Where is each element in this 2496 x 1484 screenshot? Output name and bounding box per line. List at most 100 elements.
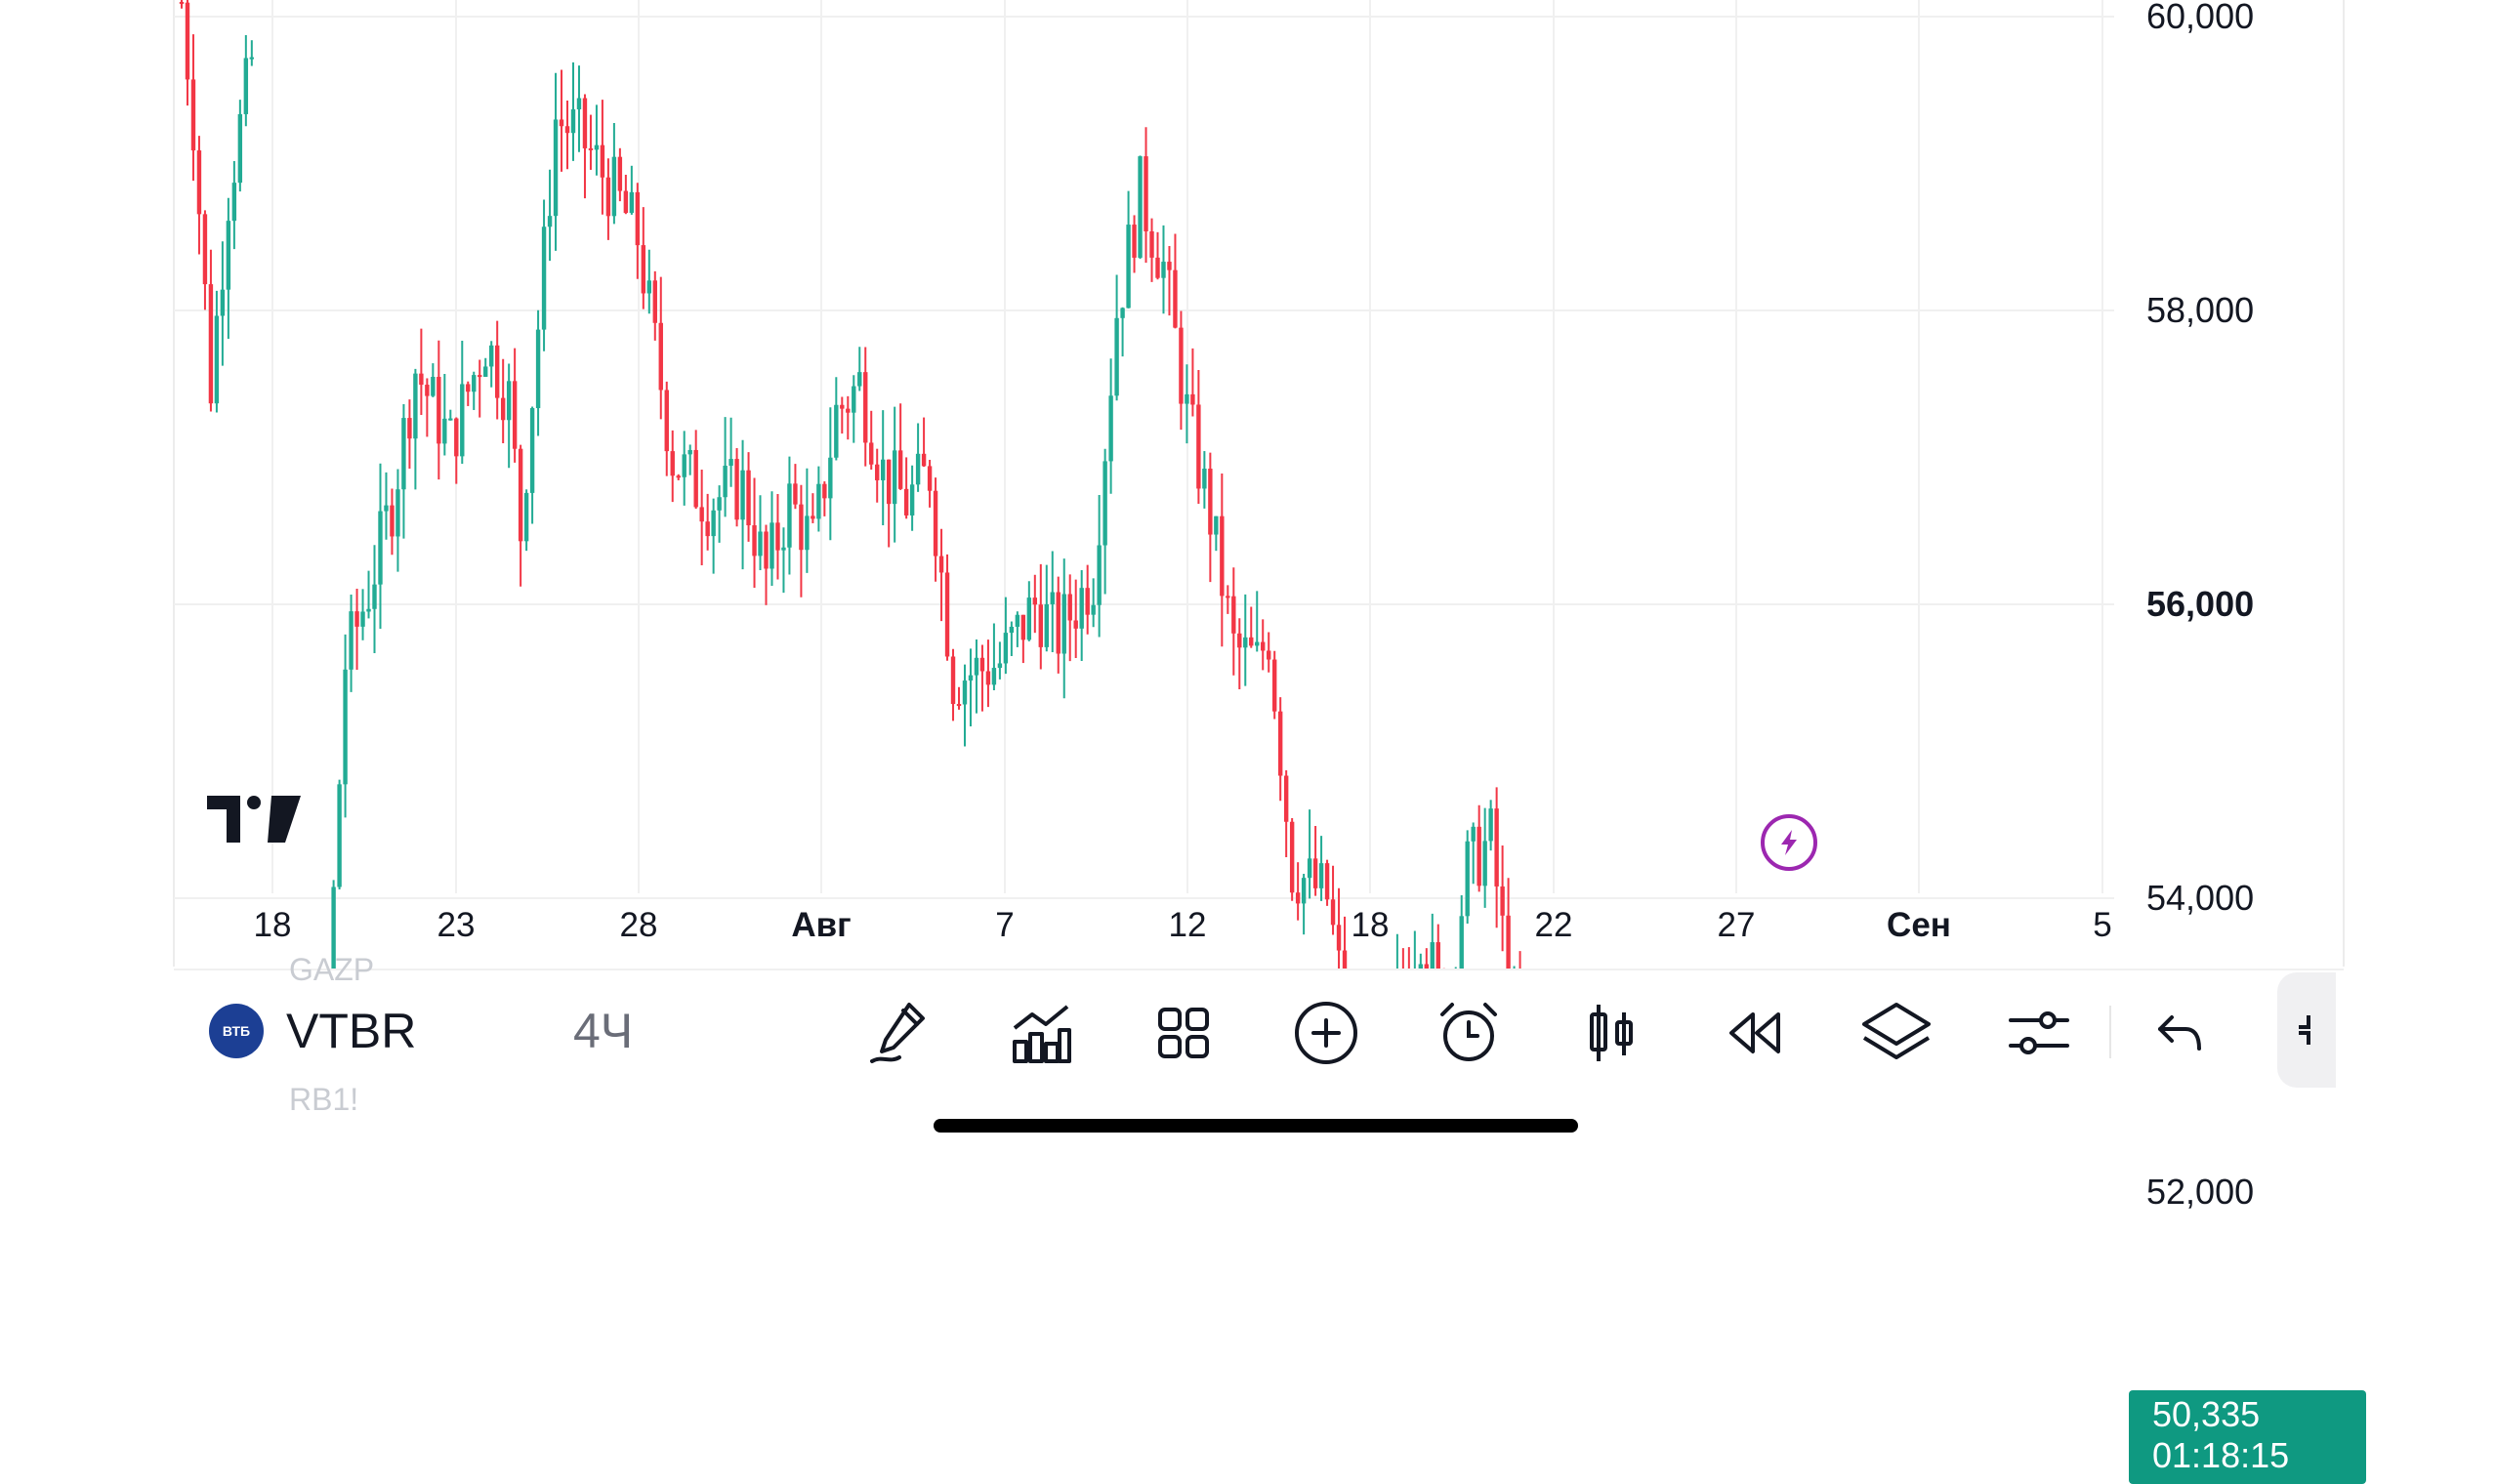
candle-body: [881, 459, 886, 480]
candle-body: [811, 515, 815, 519]
candle-body: [1301, 878, 1307, 904]
candle-body: [466, 384, 471, 392]
add-icon[interactable]: [1285, 992, 1367, 1074]
price-axis-label: 58,000: [2146, 290, 2255, 330]
templates-icon[interactable]: [1143, 992, 1225, 1074]
candle-body: [384, 505, 389, 512]
candle-body: [208, 284, 214, 404]
candle-body: [682, 454, 686, 477]
alert-icon[interactable]: [1428, 992, 1510, 1074]
undo-icon[interactable]: [2141, 992, 2223, 1074]
candle-body: [787, 483, 792, 548]
candle-body: [886, 459, 892, 505]
candle-body: [437, 377, 441, 444]
candle-body: [1202, 469, 1207, 489]
candle-body: [1220, 515, 1225, 597]
interval-button[interactable]: 4Ч: [573, 1004, 634, 1058]
candle-body: [1283, 775, 1289, 822]
candle-body: [933, 490, 938, 556]
symbol-button[interactable]: VTBR: [286, 1004, 417, 1058]
candle-body: [909, 484, 915, 515]
candle-body: [1085, 588, 1090, 615]
candle-body: [564, 126, 570, 134]
lightning-icon[interactable]: [1761, 814, 1817, 871]
candle-body: [1097, 545, 1102, 605]
candle-body: [506, 381, 512, 421]
candle-body: [366, 608, 371, 612]
candle-body: [1190, 393, 1195, 405]
candle-body: [991, 668, 997, 685]
candle-body: [1208, 469, 1213, 535]
candle-body: [1318, 863, 1324, 888]
candle-body: [1243, 637, 1248, 648]
candle-body: [623, 190, 629, 214]
last-price-label: 50,335 01:18:15: [2129, 1389, 2366, 1484]
tradingview-logo[interactable]: [207, 796, 301, 847]
candle-body: [1003, 633, 1009, 664]
settings-icon[interactable]: [1998, 992, 2080, 1074]
candle-body: [500, 397, 506, 421]
time-axis-label: 27: [1717, 906, 1756, 944]
layers-icon[interactable]: [1855, 992, 1937, 1074]
candle-body: [390, 505, 395, 537]
toolbar-divider: [2109, 1006, 2111, 1058]
replay-icon[interactable]: [1713, 992, 1795, 1074]
candle-body: [1506, 915, 1511, 976]
candle-body: [1138, 156, 1143, 258]
indicators-icon[interactable]: [1000, 992, 1082, 1074]
candle-body: [1330, 899, 1336, 926]
candle-body: [220, 289, 226, 316]
candle-body: [805, 515, 810, 551]
candle-body: [723, 466, 728, 498]
candle-body: [1477, 826, 1481, 886]
candle-body: [950, 656, 956, 705]
candle-body: [1459, 916, 1464, 976]
candle-body: [1435, 942, 1440, 974]
candle-body: [541, 227, 547, 330]
candle-body: [1079, 588, 1084, 629]
chart-type-icon[interactable]: [1570, 992, 1652, 1074]
candle-body: [775, 522, 780, 551]
candle-body: [395, 489, 400, 537]
bottom-toolbar: [174, 969, 2344, 1095]
candle-body: [442, 418, 447, 444]
candle-body: [1231, 596, 1236, 634]
price-axis-label: 52,000: [2146, 1172, 2255, 1212]
candle-body: [1226, 596, 1230, 598]
candle-body: [1255, 641, 1260, 646]
candle-body: [1249, 637, 1254, 646]
candle-body: [699, 507, 704, 522]
candle-body: [1271, 659, 1277, 712]
candle-body: [1267, 650, 1271, 660]
candle-body: [576, 98, 582, 110]
drawing-tool-icon[interactable]: [857, 992, 939, 1074]
candle-body: [600, 144, 605, 178]
candle-body: [1196, 404, 1201, 489]
candle-body: [1067, 594, 1072, 621]
candle-body: [249, 57, 255, 60]
time-axis-label: 28: [619, 906, 658, 944]
ghost-symbol-below: RB1!: [289, 1082, 359, 1117]
candle-body: [529, 408, 535, 493]
candle-body: [1173, 269, 1178, 328]
candle-body: [1214, 515, 1219, 535]
candle-body: [535, 329, 541, 409]
candle-body: [822, 483, 827, 499]
candle-body: [962, 680, 968, 705]
candle-body: [588, 147, 594, 150]
candle-body: [629, 191, 635, 214]
candle-body: [1108, 395, 1113, 462]
candle-body: [705, 521, 710, 537]
candle-body: [1032, 598, 1038, 605]
candle-body: [892, 450, 897, 505]
more-panel-tab[interactable]: [2277, 972, 2336, 1088]
candle-body: [1336, 925, 1342, 951]
candle-body: [846, 408, 851, 413]
candle-body: [454, 418, 459, 457]
candle-body: [646, 280, 651, 294]
chart-canvas[interactable]: [0, 0, 2496, 976]
symbol-logo-icon[interactable]: ВТБ: [209, 1004, 264, 1058]
candle-body: [863, 372, 868, 443]
candle-body: [231, 183, 237, 222]
